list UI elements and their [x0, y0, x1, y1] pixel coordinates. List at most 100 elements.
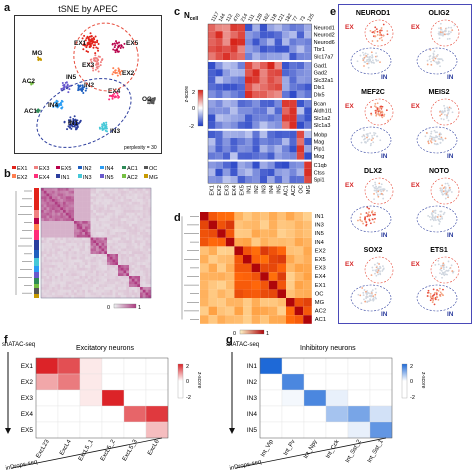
heatmap-cell — [267, 107, 275, 115]
heatmap-cell — [140, 295, 143, 299]
heatmap-cell — [245, 31, 253, 39]
heatmap-cell — [118, 201, 121, 205]
heatmap-cell — [76, 267, 80, 271]
heatmap-cell — [260, 255, 269, 264]
heatmap-cell — [134, 188, 138, 191]
feature-point — [365, 212, 368, 214]
heatmap-cell — [222, 24, 231, 32]
heatmap-cell — [129, 207, 132, 211]
feature-point — [372, 59, 374, 62]
heatmap-cell — [41, 287, 44, 290]
heatmap-cell — [46, 201, 50, 205]
heatmap-cell — [87, 262, 91, 266]
heatmap-cell — [60, 284, 64, 288]
heatmap-cell — [93, 226, 97, 230]
feature-point — [377, 59, 380, 62]
heatmap-cell — [57, 243, 61, 246]
heatmap-cell — [126, 210, 130, 213]
heatmap-cell — [87, 289, 91, 293]
feature-point — [379, 110, 382, 113]
feature-point — [438, 223, 441, 225]
heatmap-cell — [123, 218, 127, 222]
heatmap-cell — [115, 276, 119, 279]
heatmap-cell — [101, 199, 105, 202]
feature-point — [447, 190, 449, 193]
heatmap-cell — [282, 45, 290, 53]
row-label: OC — [315, 291, 324, 297]
tsne-point — [89, 58, 92, 61]
heatmap-cell — [215, 69, 223, 77]
heatmap-cell — [222, 76, 231, 84]
heatmap-cell — [252, 31, 260, 39]
feature-point — [444, 197, 447, 200]
heatmap-cell — [134, 287, 138, 290]
cluster-label: EX2 — [122, 70, 135, 77]
heatmap-cell — [93, 256, 97, 260]
feature-point — [383, 115, 385, 117]
feature-plot-gene: SOX2 — [364, 247, 383, 254]
heatmap-cell — [222, 90, 231, 98]
heatmap-cell — [325, 357, 349, 375]
feature-point — [364, 137, 366, 140]
heatmap-cell — [82, 259, 86, 263]
heatmap-cell — [281, 373, 305, 391]
heatmap-cell — [120, 201, 124, 205]
heatmap-cell — [85, 234, 88, 238]
feature-point — [379, 270, 381, 273]
heatmap-cell — [148, 218, 152, 222]
heatmap-cell — [142, 248, 146, 252]
heatmap-cell — [104, 234, 108, 238]
heatmap-cell — [134, 254, 138, 257]
ex-outline — [430, 256, 460, 284]
heatmap-cell — [268, 272, 278, 281]
heatmap-cell — [57, 292, 61, 296]
heatmap-cell — [369, 373, 393, 391]
heatmap-cell — [131, 223, 135, 227]
feature-point — [431, 212, 433, 214]
feature-point — [430, 225, 433, 228]
heatmap-cell — [101, 204, 105, 208]
heatmap-cell — [104, 251, 108, 255]
heatmap-cell — [71, 196, 75, 200]
heatmap-cell — [126, 262, 130, 266]
heatmap-cell — [282, 114, 290, 122]
heatmap-cell — [49, 196, 53, 200]
heatmap-cell — [140, 240, 143, 244]
row-label: IN3 — [315, 223, 324, 229]
heatmap-cell — [79, 245, 83, 249]
row-label: EX1 — [21, 363, 34, 370]
heatmap-cell — [107, 289, 110, 293]
feature-point — [370, 51, 373, 54]
tsne-point — [111, 97, 114, 100]
column-label: IN5 — [276, 185, 282, 194]
heatmap-cell — [57, 223, 61, 227]
heatmap-cell — [82, 281, 86, 285]
scale-tick: 0 — [107, 305, 110, 311]
tsne-point — [76, 122, 79, 125]
cluster-strip — [34, 258, 39, 266]
heatmap-cell — [107, 278, 110, 282]
heatmap-cell — [134, 201, 138, 205]
heatmap-cell — [74, 229, 77, 233]
heatmap-cell — [259, 114, 268, 122]
heatmap-cell — [98, 193, 102, 197]
heatmap-cell — [96, 204, 99, 208]
heatmap-cell — [112, 251, 116, 255]
heatmap-cell — [68, 212, 72, 216]
heatmap-cell — [142, 287, 146, 290]
heatmap-cell — [260, 229, 269, 238]
heatmap-cell — [148, 226, 152, 230]
heatmap-cell — [112, 196, 116, 200]
heatmap-cell — [90, 223, 94, 227]
heatmap-cell — [71, 207, 75, 211]
heatmap-cell — [74, 273, 77, 277]
feature-point — [368, 215, 371, 218]
heatmap-cell — [145, 190, 149, 194]
heatmap-cell — [87, 278, 91, 282]
heatmap-cell — [142, 204, 146, 208]
feature-point — [429, 218, 432, 221]
heatmap-cell — [142, 240, 146, 244]
feature-point — [439, 33, 442, 36]
heatmap-cell — [43, 256, 47, 260]
heatmap-cell — [79, 389, 103, 407]
